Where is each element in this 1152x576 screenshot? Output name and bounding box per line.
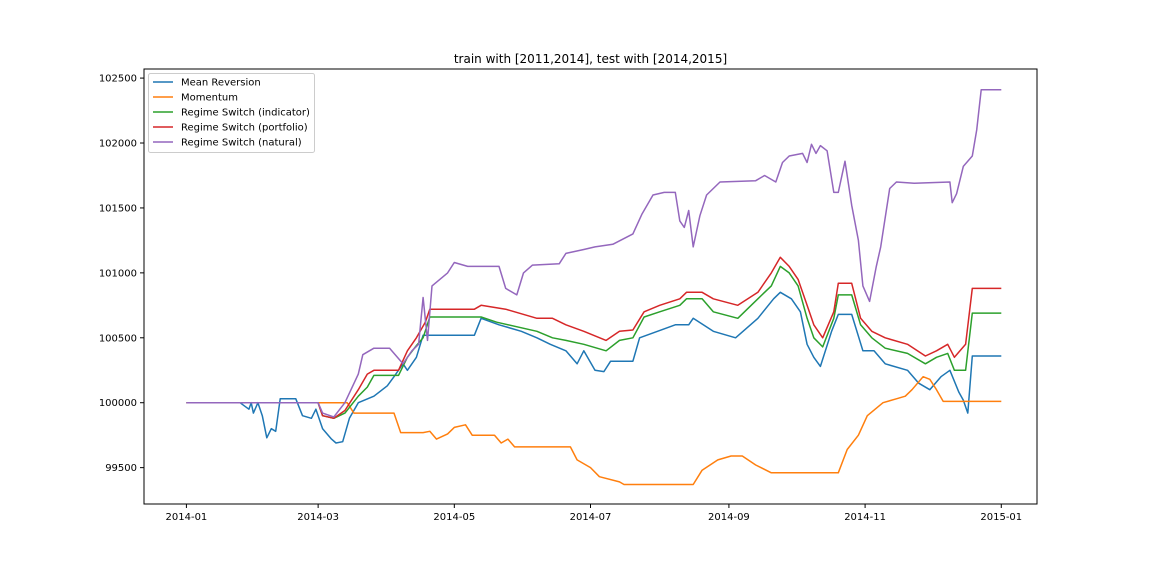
legend-frame [148, 73, 315, 153]
y-tick-label: 101000 [99, 268, 137, 279]
series-line [186, 265, 1002, 420]
x-tick-label: 2014-03 [297, 512, 339, 523]
legend-label: Regime Switch (portfolio) [181, 123, 308, 134]
x-tick-label: 2014-05 [433, 512, 475, 523]
chart-title: train with [2011,2014], test with [2014,… [454, 52, 727, 66]
x-tick-label: 2014-11 [844, 512, 886, 523]
legend: Mean Reversion Momentum Regime Switch (ind… [148, 73, 315, 153]
x-tick-label: 2014-09 [708, 512, 750, 523]
y-tick-label: 99500 [105, 463, 137, 474]
y-tick-label: 101500 [99, 203, 137, 214]
y-tick-label: 100500 [99, 333, 137, 344]
series-line [186, 291, 1002, 444]
legend-label: Regime Switch (natural) [181, 138, 302, 149]
plot-area: 2014-01 2014-03 2014-05 2014-07 2014-09 2014-… [99, 68, 1038, 523]
legend-label: Regime Switch (indicator) [181, 108, 310, 119]
y-tick-label: 102000 [99, 139, 137, 150]
y-tick-label: 100000 [99, 398, 137, 409]
series-layer [186, 89, 1002, 486]
x-tick-label: 2014-01 [166, 512, 208, 523]
series-line [186, 89, 1002, 418]
y-axis: 99500 100000 100500 101000 101500 102000 10250… [99, 74, 144, 474]
legend-label: Momentum [181, 93, 238, 104]
series-line [186, 375, 1002, 486]
legend-label: Mean Reversion [181, 78, 261, 89]
x-tick-label: 2014-07 [570, 512, 612, 523]
series-line [186, 256, 1002, 420]
y-tick-label: 102500 [99, 74, 137, 85]
x-axis: 2014-01 2014-03 2014-05 2014-07 2014-09 2014-… [166, 504, 1022, 523]
x-tick-label: 2015-01 [980, 512, 1022, 523]
